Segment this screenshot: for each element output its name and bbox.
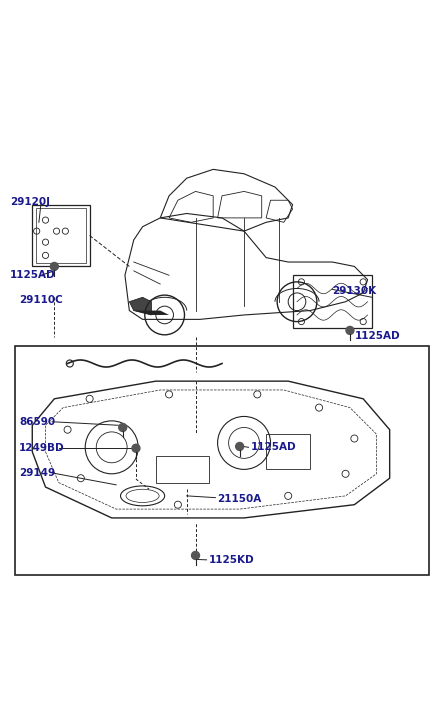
Text: 29130K: 29130K: [332, 286, 377, 296]
Text: 86590: 86590: [19, 417, 55, 427]
Bar: [15, 346, 429, 575]
Text: 21150A: 21150A: [218, 494, 262, 504]
Circle shape: [191, 552, 199, 559]
Polygon shape: [134, 310, 169, 315]
Text: 29149: 29149: [19, 468, 55, 478]
Circle shape: [346, 326, 354, 334]
Text: 1125AD: 1125AD: [10, 270, 56, 280]
Text: 29120J: 29120J: [10, 198, 50, 207]
Polygon shape: [129, 297, 151, 315]
Bar: [266, 434, 310, 470]
Text: 29110C: 29110C: [19, 294, 63, 305]
Text: 1125KD: 1125KD: [209, 555, 254, 565]
Circle shape: [50, 262, 58, 270]
Circle shape: [132, 444, 140, 452]
Circle shape: [119, 424, 127, 431]
Text: 1125AD: 1125AD: [251, 442, 296, 452]
Bar: [156, 456, 209, 483]
Circle shape: [236, 443, 244, 451]
Text: 1249BD: 1249BD: [19, 443, 65, 453]
Text: 1125AD: 1125AD: [354, 331, 400, 341]
